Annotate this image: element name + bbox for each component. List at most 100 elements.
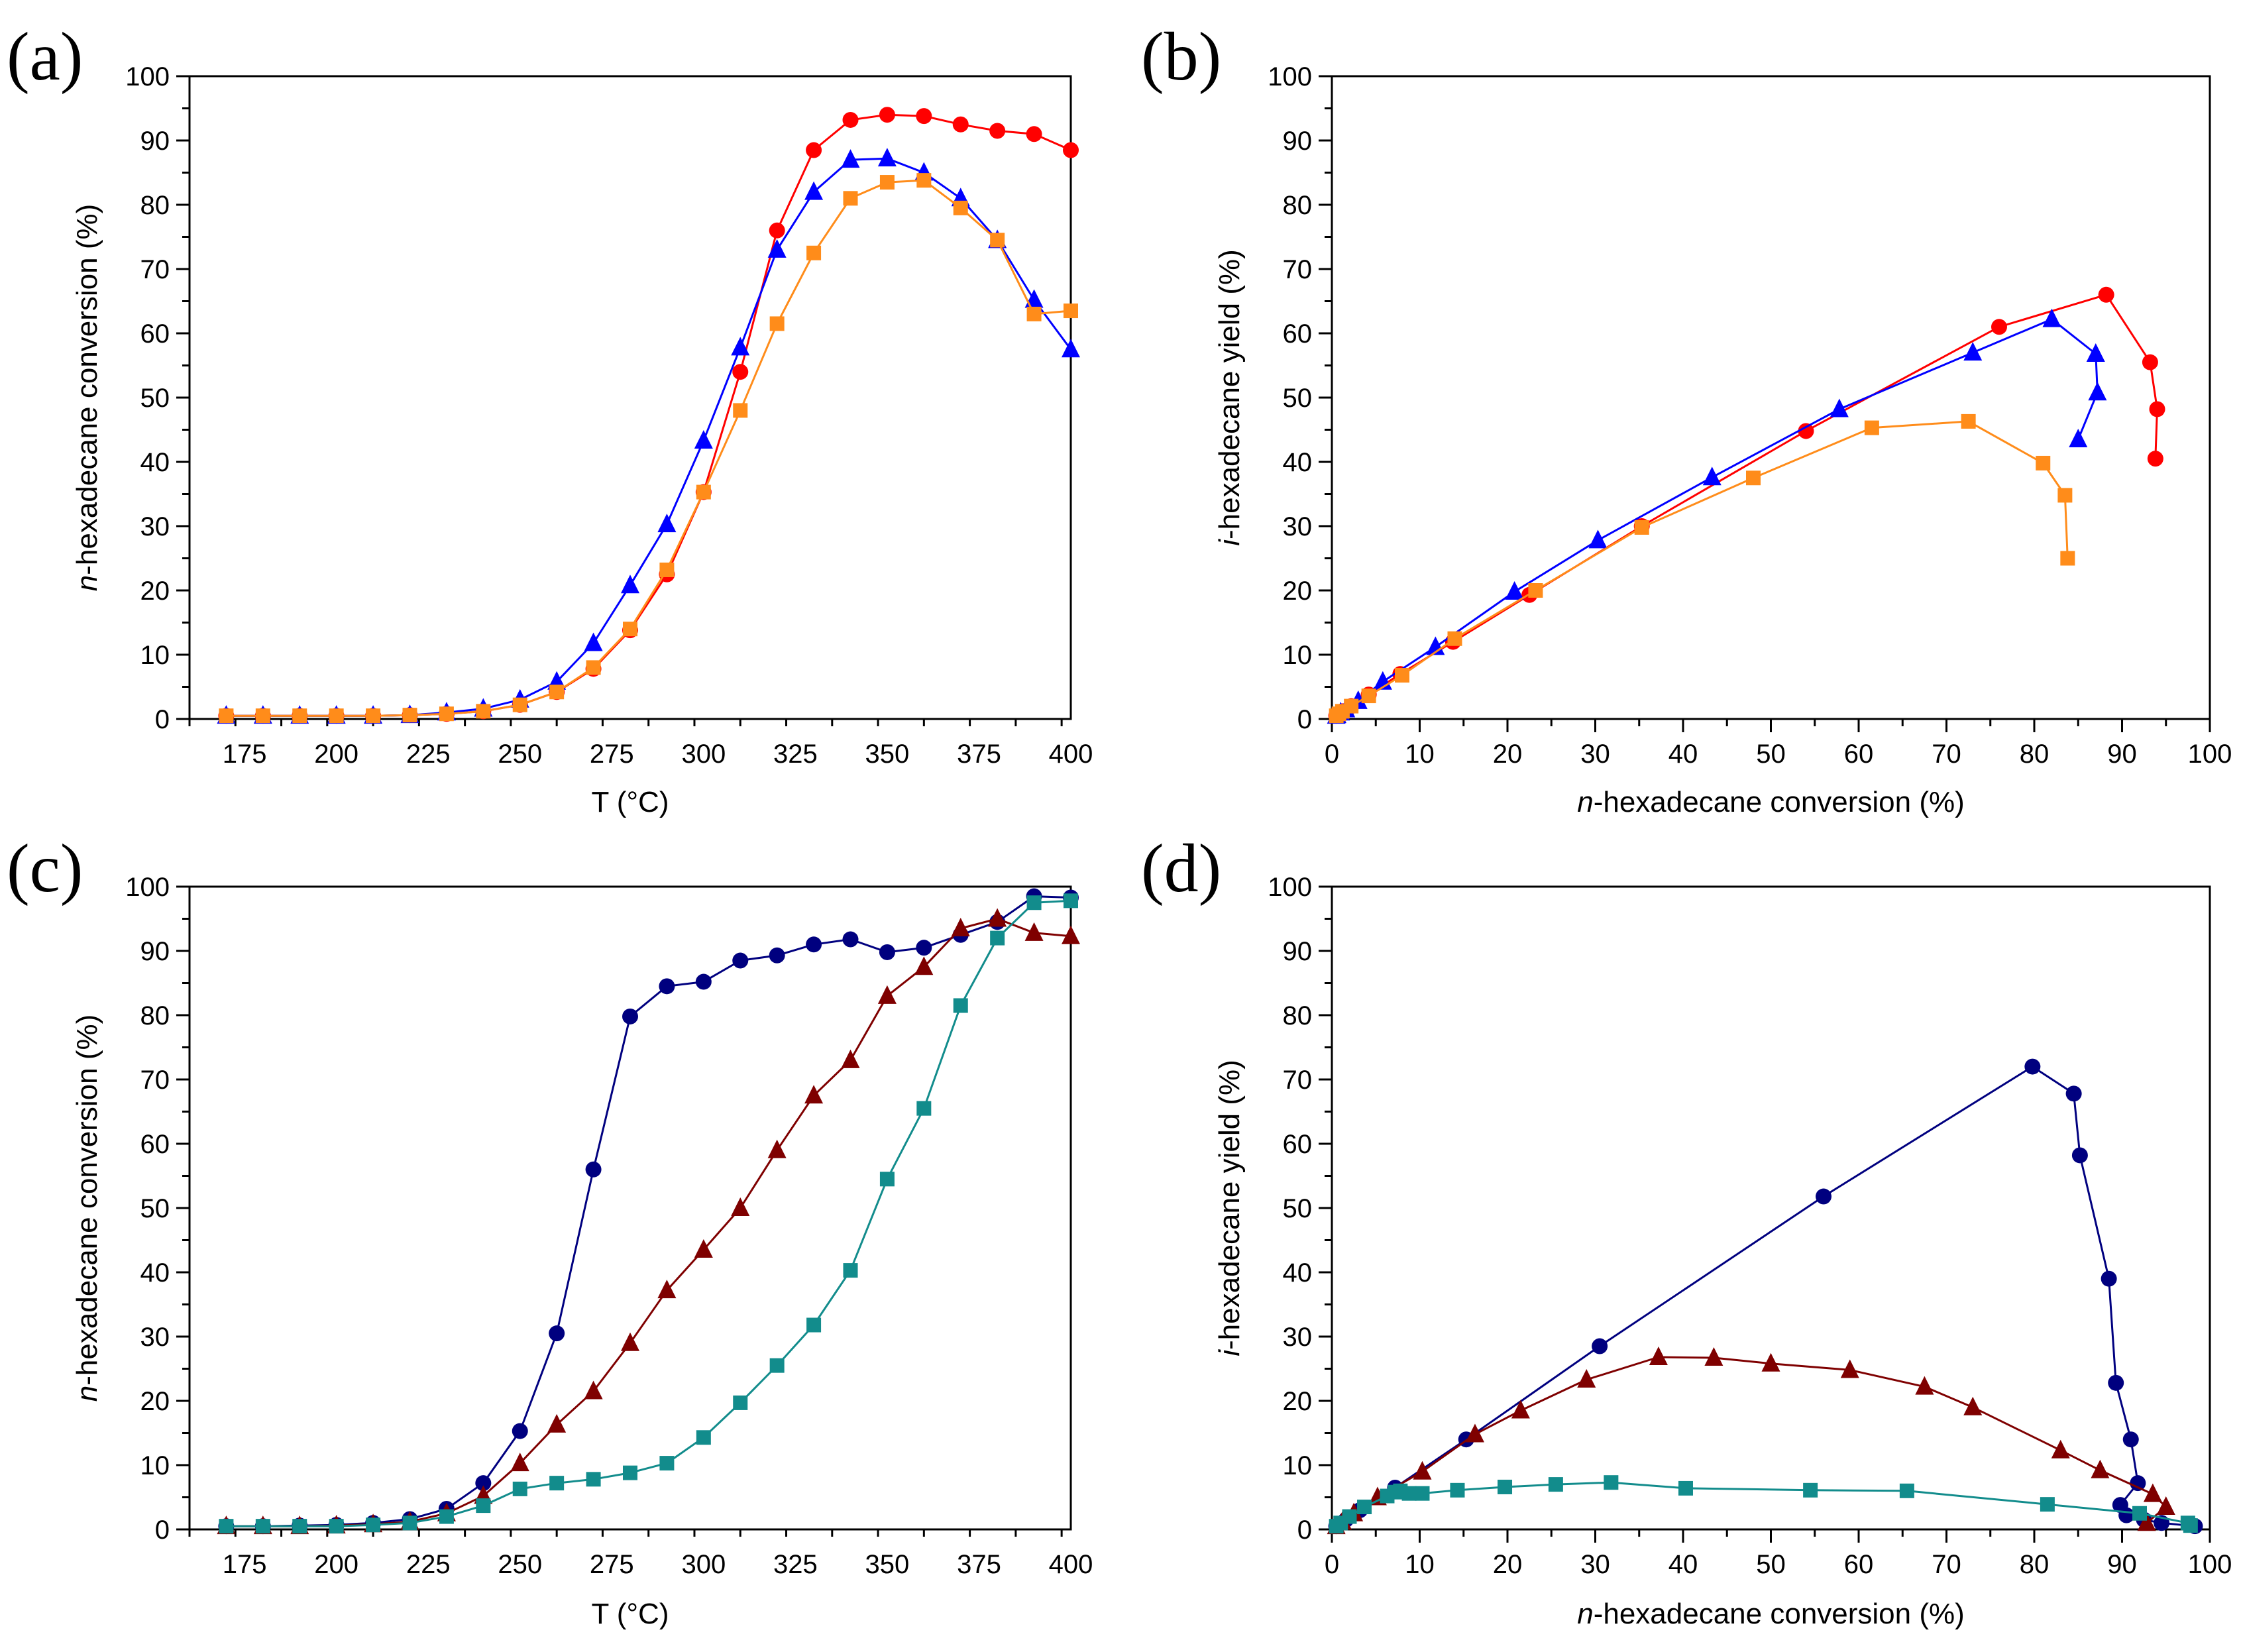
y-tick-label: 20 (1283, 1387, 1313, 1416)
data-point-maroon-triangles (951, 918, 970, 937)
data-point-red-circles (732, 364, 749, 380)
data-point-maroon-triangles (841, 1049, 860, 1068)
data-point-teal-squares (879, 1172, 895, 1187)
x-tick-label: 60 (1844, 740, 1874, 769)
data-point-maroon-triangles (1963, 1396, 1983, 1415)
data-point-orange-squares (843, 191, 858, 206)
data-point-teal-squares (1803, 1482, 1818, 1498)
data-point-red-circles (769, 222, 785, 239)
data-point-blue-triangles (584, 632, 603, 651)
data-point-teal-squares (806, 1317, 822, 1333)
data-point-teal-squares (476, 1498, 491, 1514)
data-point-red-circles (952, 116, 969, 133)
series-teal-squares (1329, 1475, 2198, 1534)
data-point-red-circles (2142, 354, 2158, 370)
data-point-orange-squares (549, 685, 565, 700)
data-point-orange-squares (1026, 306, 1042, 321)
y-tick-label: 70 (140, 255, 170, 284)
data-point-navy-circles (1816, 1188, 1831, 1205)
panel-a: (a) 175 200 225 250 275 300 325 350 375 400 0 10 20 30… (7, 19, 1093, 818)
plot-frame (188, 885, 1072, 1531)
y-tick-label: 50 (1283, 384, 1313, 413)
x-tick-label: 175 (223, 740, 267, 769)
data-point-orange-squares (255, 708, 270, 724)
y-tick-label: 100 (1268, 62, 1312, 91)
data-point-teal-squares (916, 1101, 932, 1116)
data-point-teal-squares (1357, 1500, 1372, 1515)
data-point-teal-squares (439, 1509, 454, 1524)
y-tick-label: 100 (1268, 873, 1312, 902)
x-tick-label: 325 (773, 1550, 818, 1579)
data-point-teal-squares (1548, 1477, 1563, 1492)
y-tick-label: 30 (140, 512, 170, 541)
data-point-orange-squares (329, 708, 344, 724)
y-tick-label: 60 (140, 1130, 170, 1159)
x-tick-label: 175 (223, 1550, 267, 1579)
x-tick-label: 50 (1756, 1550, 1786, 1579)
x-tick-label: 40 (1668, 740, 1698, 769)
data-point-orange-squares (402, 708, 417, 723)
data-point-maroon-triangles (1465, 1423, 1484, 1443)
data-point-teal-squares (1899, 1483, 1914, 1498)
panel-c: (c) 175 200 225 250 275 300 325 350 375 400 0 10 20 30… (7, 830, 1093, 1630)
data-point-blue-triangles (1588, 529, 1608, 549)
plot-frame (1331, 75, 2211, 720)
data-point-red-circles (1991, 319, 2007, 335)
data-point-navy-circles (695, 973, 712, 990)
series-navy-circles (218, 888, 1079, 1535)
data-point-teal-squares (512, 1481, 527, 1496)
data-point-teal-squares (1401, 1486, 1417, 1501)
x-tick-label: 50 (1756, 740, 1786, 769)
x-axis-label: n-hexadecane conversion (%) (1577, 786, 1965, 818)
y-tick-label: 100 (125, 62, 170, 91)
panel-label: (b) (1141, 19, 1221, 95)
data-point-maroon-triangles (731, 1197, 750, 1216)
data-point-teal-squares (586, 1472, 601, 1487)
series-line-blue-triangles (1335, 318, 2099, 717)
series-blue-triangles (217, 148, 1080, 724)
x-tick-label: 400 (1049, 740, 1093, 769)
series-navy-circles (1328, 1058, 2203, 1535)
data-point-teal-squares (990, 930, 1005, 946)
data-point-maroon-triangles (694, 1239, 713, 1258)
y-tick-label: 60 (140, 319, 170, 349)
y-tick-label: 70 (1283, 255, 1313, 284)
data-point-red-circles (2098, 286, 2114, 303)
x-tick-label: 300 (681, 1550, 726, 1579)
data-point-navy-circles (732, 952, 749, 969)
data-point-teal-squares (1064, 893, 1078, 909)
data-point-red-circles (842, 111, 859, 128)
data-point-teal-squares (2183, 1518, 2198, 1533)
data-point-orange-squares (879, 175, 895, 190)
data-point-navy-circles (806, 936, 822, 953)
x-tick-label: 20 (1493, 740, 1523, 769)
y-tick-label: 30 (1283, 512, 1313, 541)
x-tick-label: 400 (1049, 1550, 1093, 1579)
x-tick-label: 375 (957, 1550, 1001, 1579)
data-point-maroon-triangles (584, 1380, 603, 1400)
data-point-navy-circles (622, 1008, 638, 1024)
data-point-orange-squares (696, 484, 711, 500)
series-red-circles (1328, 286, 2165, 724)
x-tick-label: 0 (1325, 740, 1339, 769)
data-point-orange-squares (769, 316, 785, 331)
data-point-maroon-triangles (1577, 1368, 1596, 1388)
data-point-teal-squares (292, 1519, 307, 1534)
data-point-blue-triangles (2086, 343, 2105, 362)
x-tick-label: 80 (2020, 1550, 2050, 1579)
y-tick-label: 10 (140, 1451, 170, 1480)
y-tick-label: 80 (140, 1001, 170, 1030)
data-point-blue-triangles (1024, 289, 1044, 308)
data-point-teal-squares (255, 1519, 270, 1534)
y-axis-label: i-hexadecane yield (%) (1213, 1060, 1246, 1356)
data-point-navy-circles (585, 1161, 602, 1178)
data-point-orange-squares (2060, 551, 2075, 566)
x-tick-label: 60 (1844, 1550, 1874, 1579)
data-point-navy-circles (916, 940, 932, 956)
y-tick-label: 10 (1283, 1451, 1313, 1480)
data-point-orange-squares (623, 622, 637, 637)
data-point-teal-squares (953, 998, 968, 1013)
panel-label: (c) (7, 830, 83, 907)
data-point-orange-squares (1064, 303, 1078, 319)
